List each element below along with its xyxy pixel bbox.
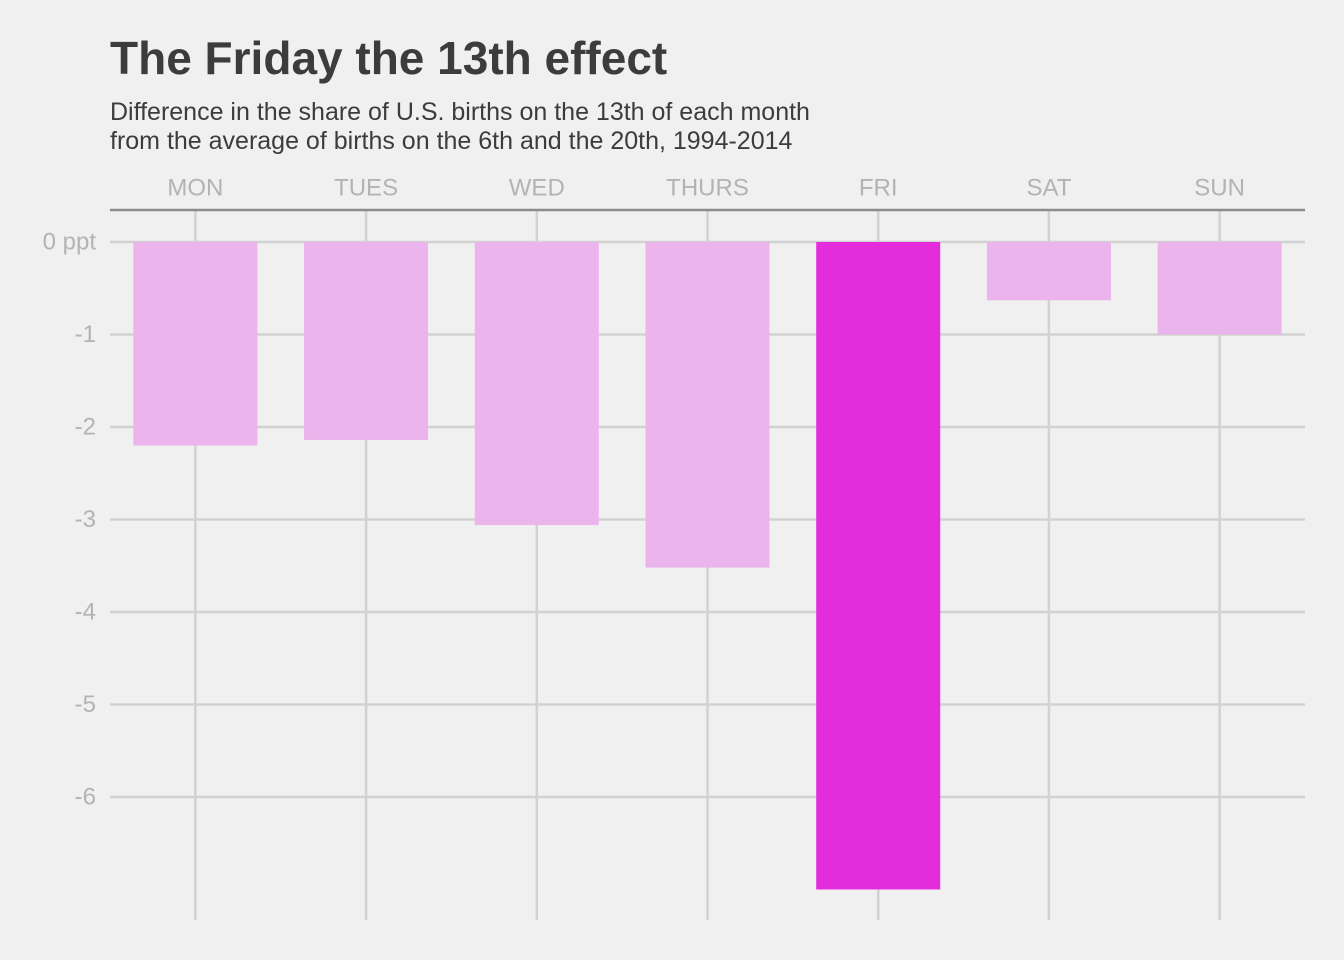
x-tick-label-mon: MON — [167, 175, 223, 202]
y-tick-label: -4 — [75, 599, 96, 626]
y-tick-label: -1 — [75, 321, 96, 348]
bar-layer — [133, 242, 1282, 890]
chart-title: The Friday the 13th effect — [110, 32, 668, 84]
x-tick-label-sat: SAT — [1026, 175, 1071, 202]
bar-wed — [474, 242, 599, 526]
y-tick-label: -2 — [75, 414, 96, 441]
y-tick-label: -5 — [75, 691, 96, 718]
bar-mon — [133, 242, 258, 446]
bar-thurs — [645, 242, 770, 568]
y-tick-label: -6 — [75, 784, 96, 811]
bar-sun — [1157, 242, 1282, 335]
bar-tues — [304, 242, 429, 440]
x-tick-label-wed: WED — [509, 175, 565, 202]
x-tick-label-tues: TUES — [334, 175, 398, 202]
y-tick-label: 0 ppt — [43, 229, 97, 256]
chart-subtitle: Difference in the share of U.S. births o… — [110, 98, 810, 156]
y-tick-label: -3 — [75, 506, 96, 533]
x-tick-label-sun: SUN — [1194, 175, 1245, 202]
axis-layer: 0 ppt -1 -2 -3 -4 -5 -6 MON TUES WED THURS FRI SAT SU… — [43, 175, 1305, 811]
x-tick-label-fri: FRI — [859, 175, 898, 202]
bar-fri — [816, 242, 941, 890]
chart-subtitle-line-2: from the average of births on the 6th an… — [110, 127, 793, 155]
chart-subtitle-line-1: Difference in the share of U.S. births o… — [110, 98, 810, 126]
bar-sat — [986, 242, 1111, 301]
x-tick-label-thurs: THURS — [666, 175, 749, 202]
